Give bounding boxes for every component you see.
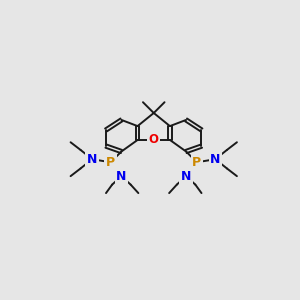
Text: N: N xyxy=(210,153,220,166)
Text: N: N xyxy=(87,153,97,166)
Text: P: P xyxy=(106,156,115,169)
Text: P: P xyxy=(192,156,201,169)
Text: N: N xyxy=(181,169,191,183)
Text: O: O xyxy=(149,134,159,146)
Text: N: N xyxy=(116,169,127,183)
